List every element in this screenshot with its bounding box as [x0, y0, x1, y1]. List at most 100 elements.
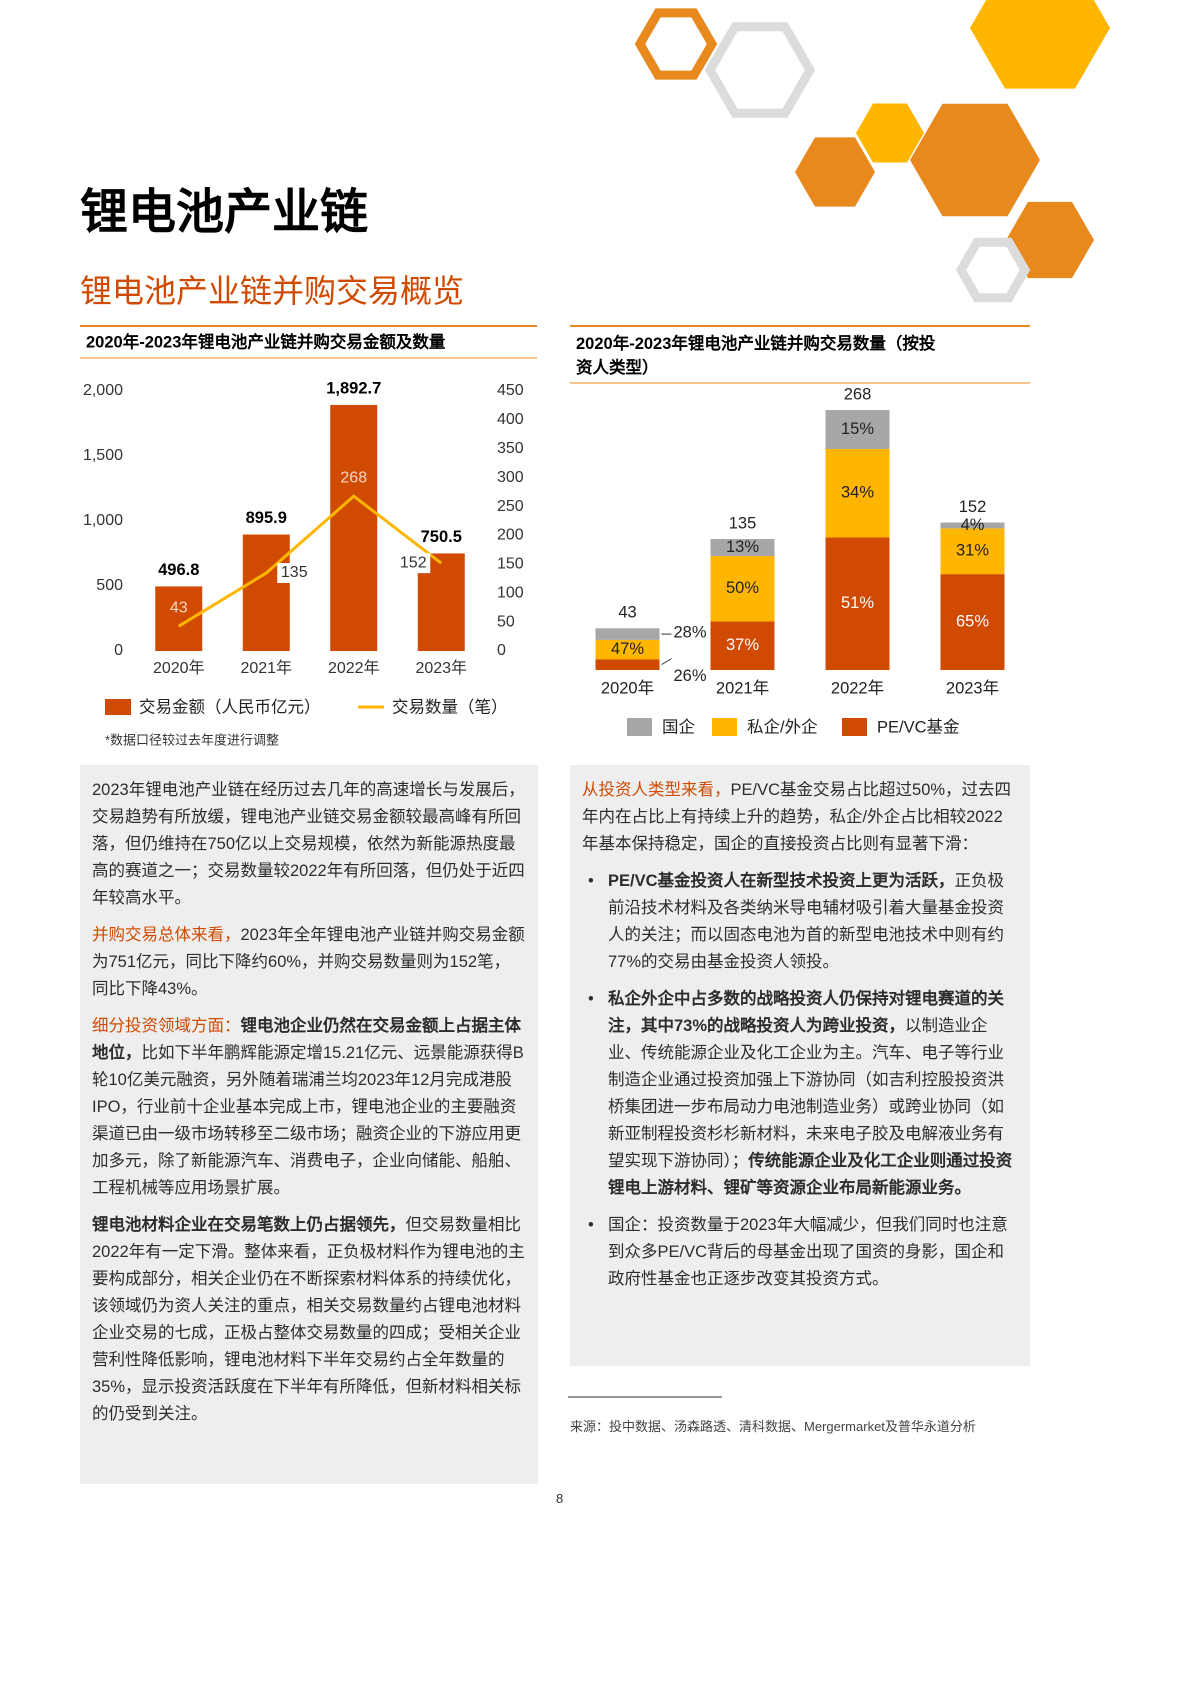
- decor-hexagon: [910, 103, 1040, 217]
- text-run: PE/VC基金投资人在新型技术投资上更为活跃，: [608, 872, 955, 890]
- segment-label: 50%: [726, 579, 759, 597]
- legend-swatch: [627, 718, 652, 736]
- y2-tick-label: 200: [497, 527, 524, 544]
- text-run: 2023年锂电池产业链在经历过去几年的高速增长与发展后，交易趋势有所放缓，锂电池…: [92, 781, 525, 907]
- left-text-box: 2023年锂电池产业链在经历过去几年的高速增长与发展后，交易趋势有所放缓，锂电池…: [80, 765, 538, 1484]
- page-number: 8: [556, 1491, 564, 1506]
- bar-segment: [595, 639, 660, 660]
- page-title: 锂电池产业链: [80, 186, 369, 239]
- x-tick-label: 2023年: [946, 678, 999, 697]
- y2-tick-label: 350: [497, 440, 524, 457]
- text-run: 正负极前沿技术材料及各类纳米导电辅材吸引着大量基金投资人的关注；而以固态电池为首…: [608, 872, 1005, 971]
- x-tick-label: 2022年: [831, 678, 884, 697]
- y2-tick-label: 250: [497, 498, 524, 515]
- text-run: 锂电池材料企业在交易笔数上仍占据领先，: [92, 1216, 406, 1234]
- text-run: 并购交易总体来看，: [92, 926, 241, 944]
- y2-tick-label: 0: [497, 642, 506, 659]
- bar: [242, 534, 290, 651]
- text-run: 传统能源企业及化工企业则通过投资锂电上游材料、锂矿等资源企业布局新能源业务。: [608, 1152, 1013, 1197]
- bar-total-label: 43: [618, 604, 636, 622]
- chart-title: 2020年-2023年锂电池产业链并购交易数量（按投资人类型）: [576, 335, 936, 377]
- decor-hexagon: [795, 137, 875, 207]
- legend-label: 私企/外企: [747, 717, 818, 736]
- paragraph: 2023年锂电池产业链在经历过去几年的高速增长与发展后，交易趋势有所放缓，锂电池…: [92, 777, 526, 912]
- y-tick-label: 2,000: [83, 382, 123, 399]
- y2-tick-label: 400: [497, 411, 524, 428]
- bar-total-label: 135: [729, 514, 757, 532]
- x-tick-label: 2022年: [328, 659, 380, 677]
- y-tick-label: 1,000: [83, 512, 123, 529]
- text-run: 细分投资领域方面：: [92, 1017, 241, 1035]
- bar-value-label: 750.5: [421, 528, 462, 546]
- x-tick-label: 2021年: [716, 678, 769, 697]
- bar-segment: [940, 574, 1005, 670]
- bar-segment: [710, 556, 775, 622]
- y2-tick-label: 50: [497, 613, 515, 630]
- segment-label: 65%: [956, 612, 989, 630]
- legend-swatch: [842, 718, 867, 736]
- paragraph: 从投资人类型来看，PE/VC基金交易占比超过50%，过去四年内在占比上有持续上升…: [582, 777, 1018, 858]
- segment-label: 26%: [674, 667, 707, 685]
- segment-label: 31%: [956, 542, 989, 560]
- paragraph: 并购交易总体来看，2023年全年锂电池产业链并购交易金额为751亿元，同比下降约…: [92, 922, 526, 1003]
- bar-value-label: 496.8: [158, 561, 199, 579]
- line-value-label: 43: [170, 599, 188, 616]
- chart-title-box: 2020年-2023年锂电池产业链并购交易数量（按投资人类型）: [576, 335, 936, 377]
- bullet-list: PE/VC基金投资人在新型技术投资上更为活跃，正负极前沿技术材料及各类纳米导电辅…: [582, 868, 1018, 1293]
- segment-label: 4%: [961, 516, 985, 534]
- bar-total-label: 268: [844, 385, 872, 403]
- y2-tick-label: 150: [497, 556, 524, 573]
- bar: [155, 586, 203, 651]
- bullet-item: PE/VC基金投资人在新型技术投资上更为活跃，正负极前沿技术材料及各类纳米导电辅…: [582, 868, 1018, 976]
- legend-label: 交易金额（人民币亿元）: [139, 697, 321, 716]
- bar-segment: [710, 539, 775, 557]
- x-tick-label: 2020年: [601, 678, 654, 697]
- line-series: [177, 494, 443, 628]
- bar-segment: [825, 410, 890, 449]
- text-run: PE/VC基金交易占比超过50%，过去四年内在占比上有持续上升的趋势，私企/外企…: [582, 781, 1012, 853]
- x-tick-label: 2020年: [153, 659, 205, 677]
- text-run: 以制造业企业、传统能源企业及化工企业为主。汽车、电子等行业制造企业通过投资加强上…: [608, 1017, 1004, 1170]
- legend-swatch: [105, 699, 131, 715]
- segment-label: 47%: [611, 640, 644, 658]
- chart-title: 2020年-2023年锂电池产业链并购交易金额及数量: [86, 331, 446, 351]
- decor-hexagon: [704, 22, 816, 118]
- y2-tick-label: 450: [497, 382, 524, 399]
- bar-segment: [825, 537, 890, 670]
- bar-segment: [940, 522, 1005, 529]
- segment-label: 34%: [841, 484, 874, 502]
- text-run: 比如下半年鹏辉能源定增15.21亿元、远景能源获得B轮10亿美元融资，另外随着瑞…: [92, 1044, 524, 1197]
- y-tick-label: 1,500: [83, 447, 123, 464]
- y2-tick-label: 300: [497, 469, 524, 486]
- decor-hexagon: [634, 8, 718, 80]
- legend-label: 交易数量（笔）: [392, 697, 508, 716]
- segment-label: 51%: [841, 594, 874, 612]
- line-value-label: 268: [340, 469, 367, 486]
- text-run: 从投资人类型来看，: [582, 781, 731, 799]
- page-subtitle: 锂电池产业链并购交易概览: [80, 273, 465, 309]
- legend-label: PE/VC基金: [877, 717, 960, 736]
- bar-value-label: 1,892.7: [326, 379, 381, 397]
- bar-segment: [595, 628, 660, 640]
- text-run: 但交易数量相比2022年有一定下滑。整体来看，正负极材料作为锂电池的主要构成部分…: [92, 1216, 525, 1423]
- text-run: 国企：投资数量于2023年大幅减少，但我们同时也注意到众多PE/VC背后的母基金…: [608, 1216, 1008, 1288]
- label-leader: [661, 658, 672, 666]
- decor-hexagon: [856, 103, 924, 163]
- bar-total-label: 152: [959, 498, 987, 516]
- x-tick-label: 2023年: [415, 659, 467, 677]
- decor-hexagon: [955, 237, 1031, 303]
- bar-segment: [710, 621, 775, 670]
- legend-swatch: [712, 718, 737, 736]
- paragraph: 锂电池材料企业在交易笔数上仍占据领先，但交易数量相比2022年有一定下滑。整体来…: [92, 1212, 526, 1428]
- source-note: 来源：投中数据、汤森路透、清科数据、Mergermarket及普华永道分析: [570, 1419, 976, 1434]
- line-value-label: 135: [281, 564, 308, 581]
- y-tick-label: 0: [114, 642, 123, 659]
- segment-label: 28%: [674, 623, 707, 641]
- segment-label: 15%: [841, 420, 874, 438]
- bullet-item: 私企外企中占多数的战略投资人仍保持对锂电赛道的关注，其中73%的战略投资人为跨业…: [582, 986, 1018, 1202]
- line-value-label: 152: [400, 554, 427, 571]
- decor-hexagon: [1006, 201, 1094, 279]
- segment-label: 13%: [726, 538, 759, 556]
